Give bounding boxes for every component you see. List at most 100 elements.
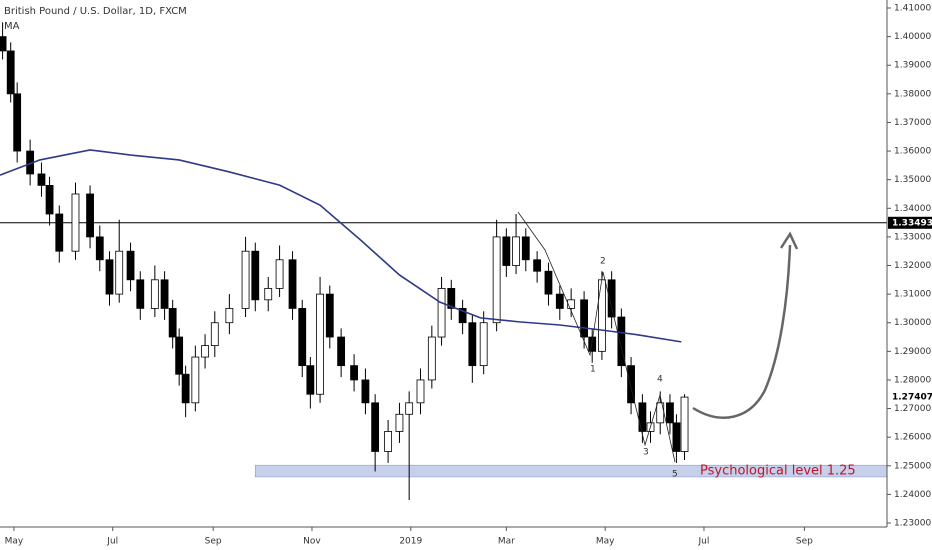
wave-label: 4 [657, 375, 663, 385]
candle-body [533, 259, 542, 272]
candle-body [437, 287, 446, 338]
wave-label: 1 [590, 365, 596, 375]
candle-body [45, 184, 54, 215]
y-tick-label: 1.35000 [894, 175, 931, 185]
zone-label: Psychological level 1.25 [700, 464, 856, 479]
price-label-box [888, 216, 932, 229]
y-tick-label: 1.33000 [894, 232, 931, 242]
candle-body [598, 279, 606, 352]
price-label: 1.27407 [892, 392, 932, 402]
y-tick-label: 1.40000 [894, 32, 931, 42]
x-tick-label: 2019 [399, 537, 422, 547]
y-tick-label: 1.34000 [894, 204, 931, 214]
candle-body [427, 336, 436, 381]
price-label: 1.33493 [892, 218, 932, 228]
candle-body [458, 308, 467, 324]
x-tick-label: Mar [498, 537, 515, 547]
candle-body [126, 250, 135, 281]
candle-body [588, 336, 597, 352]
price-label-box [888, 390, 932, 403]
projection-arrow [692, 244, 792, 419]
x-tick-label: Nov [303, 537, 321, 547]
chart-title: British Pound / U.S. Dollar, 1D, FXCM [4, 6, 187, 17]
y-tick-label: 1.26000 [894, 433, 931, 443]
candle-body [555, 293, 564, 309]
candle-body [136, 279, 145, 309]
candle-body [71, 193, 80, 252]
candle-body [521, 236, 530, 261]
candle-body [251, 250, 260, 301]
candle-body [384, 431, 393, 452]
candle-body [666, 402, 674, 424]
candle-body [225, 308, 234, 324]
candle-body [672, 422, 681, 452]
arrow-head [779, 231, 799, 250]
candle-body [580, 299, 588, 338]
candle-body [6, 50, 15, 95]
plot-area [0, 22, 888, 501]
candle-body [607, 279, 616, 318]
y-tick-label: 1.36000 [894, 147, 931, 157]
wave-lines [517, 211, 676, 463]
x-tick-label: Jul [698, 537, 710, 547]
candle-body [150, 279, 159, 309]
candle-body [512, 236, 520, 266]
candle-body [115, 250, 124, 295]
y-tick-label: 1.23000 [894, 518, 931, 528]
wave-label: 3 [643, 448, 649, 458]
candle-body [337, 336, 346, 367]
candle-body [617, 316, 626, 367]
candle-body [298, 308, 307, 367]
wave-label: 2 [600, 257, 606, 267]
x-tick-label: Sep [796, 537, 813, 547]
y-tick-label: 1.41000 [894, 4, 931, 14]
x-tick-label: May [596, 537, 615, 547]
candle-body [395, 413, 404, 432]
candle-body [105, 259, 114, 295]
candle-body [288, 259, 297, 309]
y-tick-label: 1.32000 [894, 261, 931, 271]
candle-body [447, 287, 456, 309]
candle-body [627, 365, 635, 404]
candle-body [181, 373, 190, 404]
candle-body [544, 270, 553, 295]
candle-body [492, 236, 501, 324]
candle-body [371, 402, 380, 452]
candle-body [350, 365, 358, 381]
candle-body [175, 336, 184, 375]
y-tick-label: 1.30000 [894, 318, 931, 328]
moving-average [0, 149, 682, 343]
candle-body [160, 279, 169, 309]
y-tick-label: 1.38000 [894, 89, 931, 99]
candle-body [241, 250, 250, 309]
y-tick-label: 1.27000 [894, 404, 931, 414]
candle-body [0, 36, 7, 52]
y-tick-label: 1.24000 [894, 490, 931, 500]
candle-body [502, 236, 511, 266]
candle-body [468, 322, 477, 367]
candle-body [37, 173, 46, 186]
candle-body [191, 356, 200, 404]
candle-body [306, 365, 315, 395]
candle-body [86, 193, 94, 238]
x-tick-label: Jul [106, 537, 118, 547]
candle-body [55, 213, 64, 252]
y-tick-label: 1.37000 [894, 118, 931, 128]
y-tick-label: 1.31000 [894, 290, 931, 300]
candle-body [405, 402, 414, 415]
y-tick-label: 1.28000 [894, 375, 931, 385]
candle-body [13, 93, 22, 152]
candle-body [361, 379, 370, 404]
y-tick-label: 1.39000 [894, 61, 931, 71]
candle-body [638, 402, 647, 432]
wave-label: 5 [672, 470, 678, 480]
candle-body [316, 293, 324, 395]
indicator-label: MA [4, 21, 20, 32]
x-tick-label: May [5, 537, 24, 547]
candle-body [416, 379, 425, 404]
candle-body [325, 293, 334, 338]
candle-body [275, 259, 284, 289]
candle-body [479, 322, 488, 367]
candle-body [264, 287, 273, 301]
